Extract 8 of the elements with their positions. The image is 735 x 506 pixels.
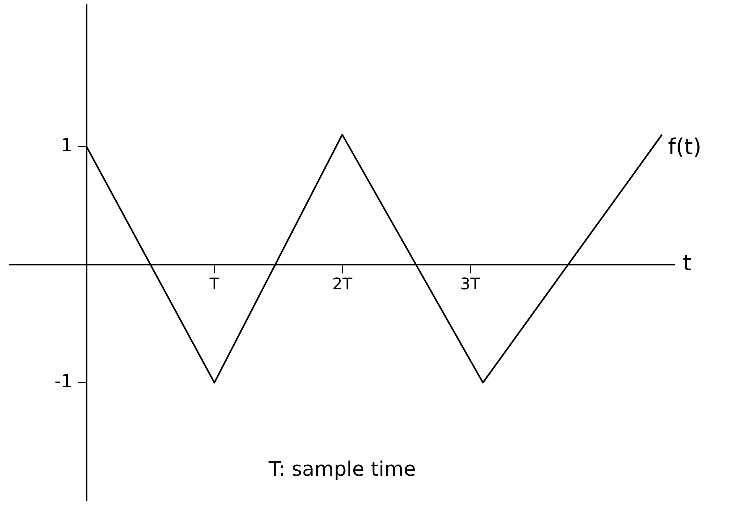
x-tick-label: 2T (332, 274, 353, 294)
series-label: f(t) (668, 136, 702, 161)
x-tick-label: 3T (460, 274, 481, 294)
y-tick-label: -1 (54, 372, 73, 393)
annotation: T: sample time (268, 457, 416, 482)
x-tick-label: T (208, 274, 220, 294)
x-axis-title: t (683, 252, 692, 277)
y-tick-label: 1 (61, 135, 73, 156)
